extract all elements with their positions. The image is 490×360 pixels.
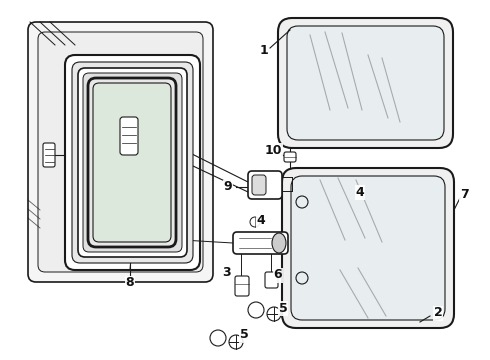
FancyBboxPatch shape — [38, 32, 203, 272]
Text: 1: 1 — [260, 45, 269, 58]
FancyBboxPatch shape — [284, 152, 296, 162]
Text: 5: 5 — [279, 302, 287, 315]
Text: 9: 9 — [224, 180, 232, 194]
FancyBboxPatch shape — [28, 22, 213, 282]
Text: 7: 7 — [460, 188, 468, 201]
Text: 5: 5 — [240, 328, 248, 342]
Text: 2: 2 — [434, 306, 442, 320]
Text: 4: 4 — [257, 213, 266, 226]
FancyBboxPatch shape — [233, 232, 288, 254]
FancyBboxPatch shape — [235, 276, 249, 296]
Text: 8: 8 — [126, 276, 134, 289]
FancyBboxPatch shape — [120, 117, 138, 155]
FancyBboxPatch shape — [248, 171, 282, 199]
FancyBboxPatch shape — [265, 272, 278, 288]
Text: 6: 6 — [274, 269, 282, 282]
FancyBboxPatch shape — [291, 176, 445, 320]
FancyBboxPatch shape — [72, 62, 193, 263]
Text: 4: 4 — [356, 185, 365, 198]
FancyBboxPatch shape — [252, 175, 266, 195]
FancyBboxPatch shape — [278, 18, 453, 148]
FancyBboxPatch shape — [287, 26, 444, 140]
FancyBboxPatch shape — [78, 68, 187, 257]
FancyBboxPatch shape — [83, 73, 182, 252]
FancyBboxPatch shape — [93, 83, 171, 242]
Text: 3: 3 — [221, 266, 230, 279]
FancyBboxPatch shape — [65, 55, 200, 270]
Ellipse shape — [272, 233, 286, 253]
FancyBboxPatch shape — [282, 168, 454, 328]
FancyBboxPatch shape — [43, 143, 55, 167]
Text: 10: 10 — [264, 144, 282, 157]
FancyBboxPatch shape — [88, 78, 176, 247]
